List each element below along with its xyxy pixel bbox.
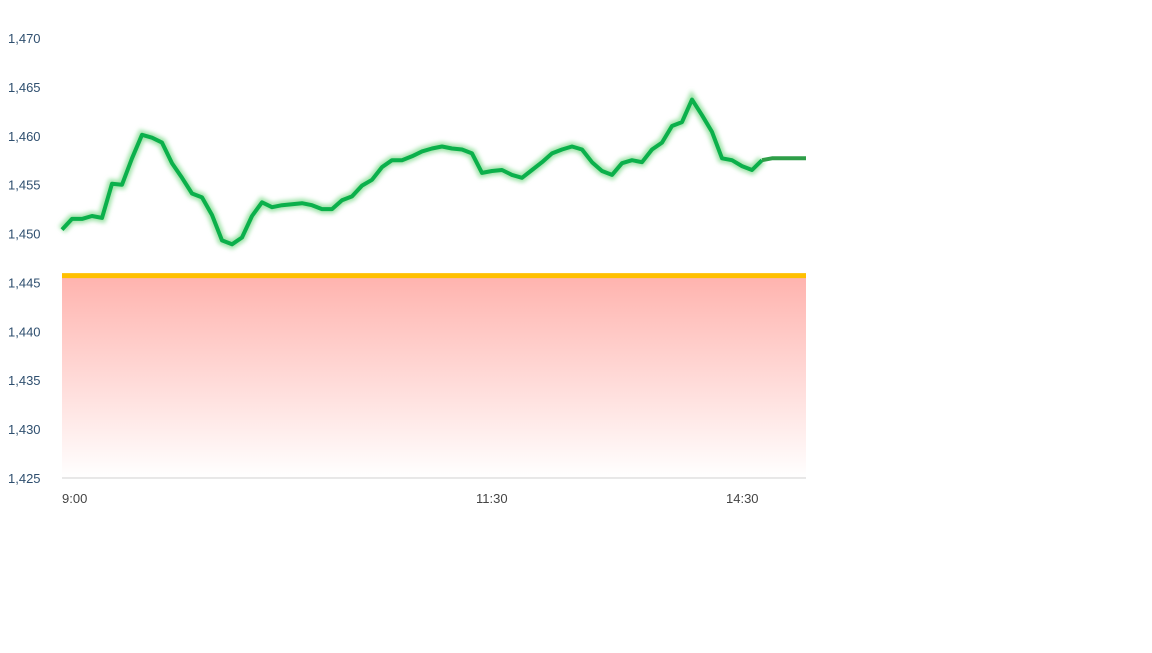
y-axis: 1,425 1,430 1,435 1,440 1,445 1,450 1,455 1,460…: [8, 31, 41, 486]
y-tick-label: 1,455: [8, 178, 41, 193]
y-tick-label: 1,430: [8, 422, 41, 437]
y-tick-label: 1,450: [8, 227, 41, 242]
price-line-extension: [762, 158, 806, 160]
x-tick-label: 14:30: [726, 491, 759, 506]
x-tick-label: 9:00: [62, 491, 87, 506]
x-axis: 9:00 11:30 14:30: [62, 491, 759, 506]
y-tick-label: 1,445: [8, 275, 41, 290]
y-tick-label: 1,425: [8, 471, 41, 486]
x-tick-label: 11:30: [476, 491, 508, 506]
y-tick-label: 1,460: [8, 129, 41, 144]
y-tick-label: 1,440: [8, 324, 41, 339]
price-line: [62, 100, 762, 245]
y-tick-label: 1,465: [8, 80, 41, 95]
price-line-glow: [62, 100, 762, 245]
below-baseline-area: [62, 276, 806, 478]
y-tick-label: 1,435: [8, 373, 41, 388]
y-tick-label: 1,470: [8, 31, 41, 46]
